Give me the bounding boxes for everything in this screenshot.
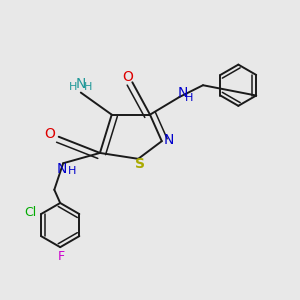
Text: S: S: [135, 157, 145, 171]
Text: N: N: [56, 162, 67, 176]
Text: N: N: [177, 85, 188, 100]
Text: H: H: [185, 94, 193, 103]
Text: N: N: [164, 133, 174, 147]
Text: H: H: [68, 166, 76, 176]
Text: H: H: [84, 82, 92, 92]
Text: Cl: Cl: [24, 206, 36, 219]
Text: H: H: [69, 82, 78, 92]
Text: O: O: [44, 127, 55, 141]
Text: O: O: [122, 70, 134, 84]
Text: F: F: [58, 250, 64, 262]
Text: N: N: [76, 77, 86, 91]
